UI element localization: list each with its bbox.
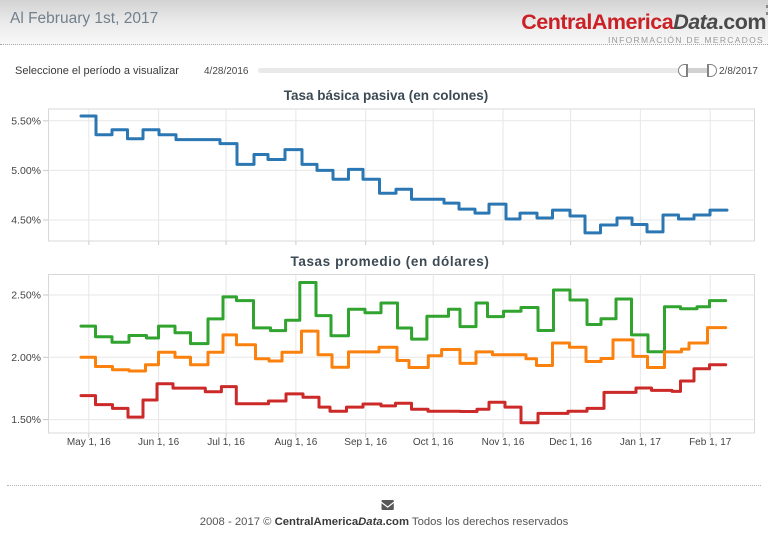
svg-text:Jun 1, 16: Jun 1, 16	[138, 437, 180, 448]
svg-text:Aug 1, 16: Aug 1, 16	[274, 437, 317, 448]
svg-text:Sep 1, 16: Sep 1, 16	[344, 437, 387, 448]
svg-text:5.00%: 5.00%	[11, 165, 41, 177]
svg-text:Tasa básica pasiva (en colones: Tasa básica pasiva (en colones)	[284, 88, 489, 103]
svg-text:Tasas promedio (en dólares): Tasas promedio (en dólares)	[291, 254, 490, 269]
svg-text:Jan 1, 17: Jan 1, 17	[620, 437, 662, 448]
svg-text:5.50%: 5.50%	[11, 115, 41, 127]
svg-text:Jul 1, 16: Jul 1, 16	[207, 437, 245, 448]
svg-text:Nov 1, 16: Nov 1, 16	[482, 437, 525, 448]
svg-text:4.50%: 4.50%	[11, 215, 41, 227]
svg-text:Dec 1, 16: Dec 1, 16	[549, 437, 592, 448]
svg-text:2.50%: 2.50%	[11, 290, 41, 302]
svg-text:May 1, 16: May 1, 16	[67, 437, 111, 448]
svg-text:2.00%: 2.00%	[11, 352, 41, 364]
svg-text:Oct 1, 16: Oct 1, 16	[413, 437, 454, 448]
svg-text:Feb 1, 17: Feb 1, 17	[689, 437, 732, 448]
svg-text:1.50%: 1.50%	[11, 414, 41, 426]
